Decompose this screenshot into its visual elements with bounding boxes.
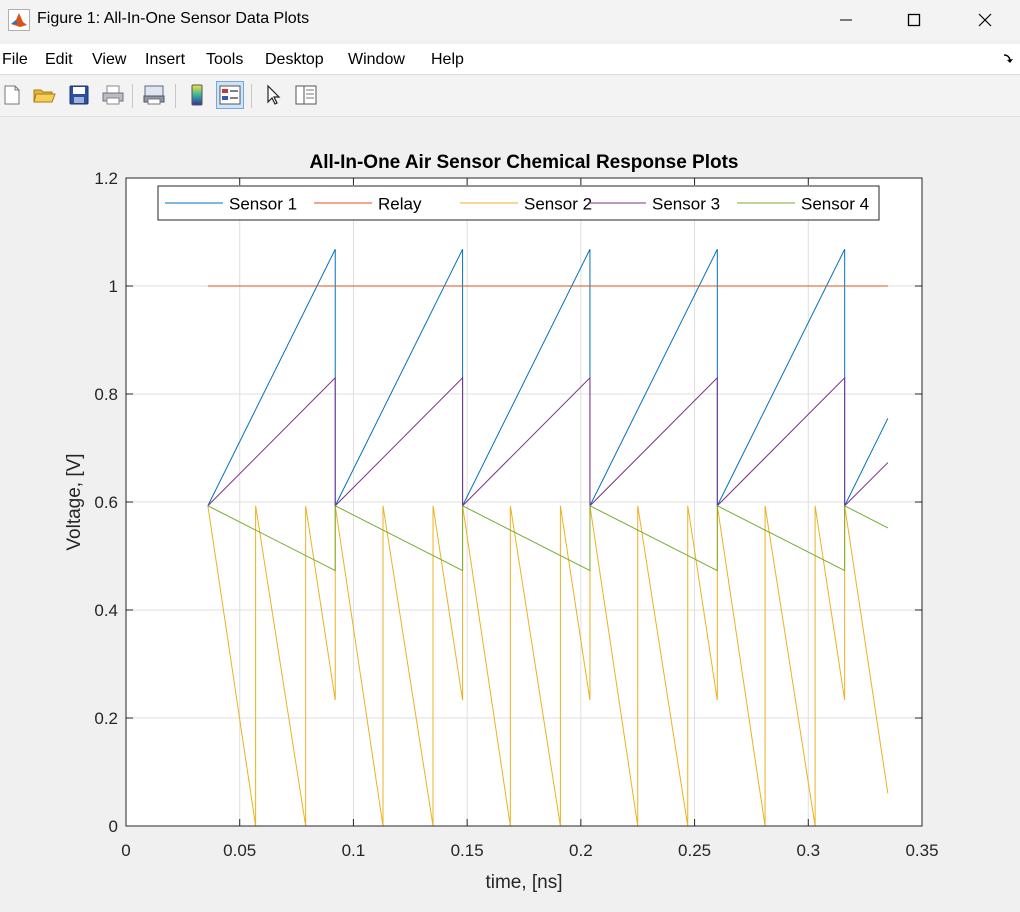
insert-legend-button[interactable] (216, 81, 244, 109)
figure-toolbar (0, 76, 1020, 117)
chart-title: All-In-One Air Sensor Chemical Response … (309, 152, 738, 173)
toolbar-separator (251, 84, 252, 108)
maximize-icon (907, 13, 921, 27)
printer-icon (102, 85, 124, 105)
x-tick-label: 0.2 (569, 841, 593, 860)
save-disk-icon (69, 85, 89, 105)
chart-legend[interactable]: Sensor 1 Relay Sensor 2 Sensor 3 Sensor 4 (157, 185, 880, 221)
menu-bar: File Edit View Insert Tools Desktop Wind… (0, 44, 1020, 75)
x-tick-label: 0.3 (796, 841, 820, 860)
menu-help[interactable]: Help (431, 51, 464, 68)
open-folder-icon (33, 89, 56, 103)
print-preview-button[interactable] (140, 81, 168, 109)
x-tick-label: 0.15 (451, 841, 484, 860)
new-figure-button[interactable] (0, 81, 26, 109)
dock-arrow-icon[interactable] (1002, 52, 1014, 64)
series-line-sensor-4[interactable] (207, 504, 889, 572)
new-file-icon (4, 85, 20, 105)
toolbar-separator (175, 84, 176, 108)
property-inspector-button[interactable] (292, 81, 320, 109)
series-line-sensor-2[interactable] (207, 505, 889, 827)
figure-canvas[interactable]: 0 0.05 0.1 0.15 0.2 0.25 0.3 0.35 0 0.2 0.4 0.6 0.8 1… (0, 117, 1020, 912)
y-tick-label: 1.2 (94, 169, 118, 188)
close-icon (978, 13, 992, 27)
y-tick-label: 1 (109, 277, 118, 296)
window-title: Figure 1: All-In-One Sensor Data Plots (37, 10, 310, 27)
toolbar-separator (132, 84, 133, 108)
y-tick-label: 0 (109, 817, 118, 836)
print-button[interactable] (99, 81, 127, 109)
open-file-button[interactable] (30, 81, 58, 109)
colorbar-icon (191, 84, 203, 106)
property-inspector-icon (295, 85, 317, 105)
insert-colorbar-button[interactable] (183, 81, 211, 109)
y-tick-label: 0.2 (94, 709, 118, 728)
legend-label-sensor-3: Sensor 3 (652, 195, 720, 214)
minimize-button[interactable] (823, 0, 869, 40)
y-tick-label: 0.8 (94, 385, 118, 404)
menu-view[interactable]: View (92, 51, 127, 68)
x-axis-label: time, [ns] (485, 872, 562, 893)
menu-file[interactable]: File (2, 51, 28, 68)
series-line-sensor-3[interactable] (207, 376, 889, 507)
pointer-arrow-icon (267, 84, 281, 105)
save-button[interactable] (65, 81, 93, 109)
x-tick-label: 0.25 (678, 841, 711, 860)
menu-insert[interactable]: Insert (145, 51, 186, 68)
x-tick-label: 0.35 (905, 841, 938, 860)
menu-window[interactable]: Window (348, 51, 405, 68)
y-tick-label: 0.6 (94, 493, 118, 512)
legend-icon (219, 85, 241, 105)
x-tick-label: 0.05 (223, 841, 256, 860)
close-button[interactable] (962, 0, 1008, 40)
print-preview-icon (143, 85, 165, 105)
y-tick-label: 0.4 (94, 601, 118, 620)
matlab-logo-icon (8, 9, 30, 31)
edit-plot-button[interactable] (260, 81, 288, 109)
legend-label-relay: Relay (378, 195, 422, 214)
line-chart: 0 0.05 0.1 0.15 0.2 0.25 0.3 0.35 0 0.2 0.4 0.6 0.8 1… (64, 152, 939, 893)
y-axis-label: Voltage, [V] (64, 453, 85, 550)
x-tick-label: 0.1 (342, 841, 366, 860)
menu-tools[interactable]: Tools (206, 51, 244, 68)
x-tick-label: 0 (121, 841, 130, 860)
legend-label-sensor-1: Sensor 1 (229, 195, 297, 214)
maximize-button[interactable] (891, 0, 937, 40)
legend-label-sensor-4: Sensor 4 (801, 195, 869, 214)
menu-desktop[interactable]: Desktop (265, 51, 324, 68)
window-titlebar: Figure 1: All-In-One Sensor Data Plots (0, 0, 1020, 40)
minimize-icon (840, 19, 852, 21)
menu-edit[interactable]: Edit (45, 51, 73, 68)
legend-label-sensor-2: Sensor 2 (524, 195, 592, 214)
